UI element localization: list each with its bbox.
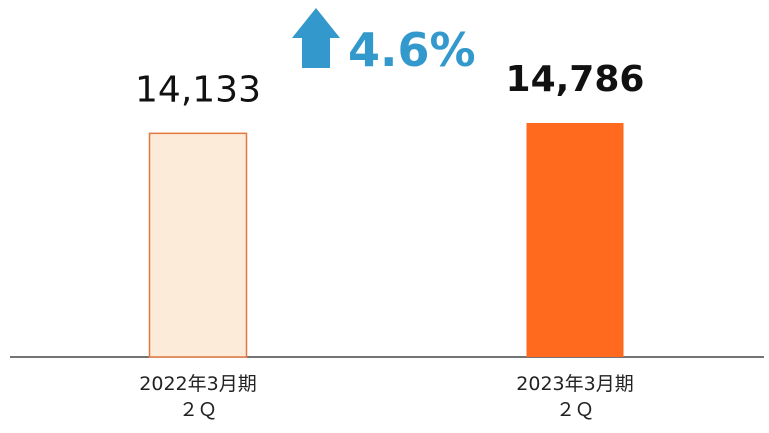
bar	[526, 123, 624, 357]
bar	[148, 132, 248, 358]
up-arrow	[292, 8, 340, 68]
category-label: 2022年3月期 ２Ｑ	[139, 373, 257, 421]
value-label: 14,133	[135, 69, 261, 110]
value-label: 14,786	[506, 59, 645, 100]
category-label: 2023年3月期 ２Ｑ	[516, 373, 634, 421]
growth-annotation: 4.6%	[348, 23, 476, 77]
